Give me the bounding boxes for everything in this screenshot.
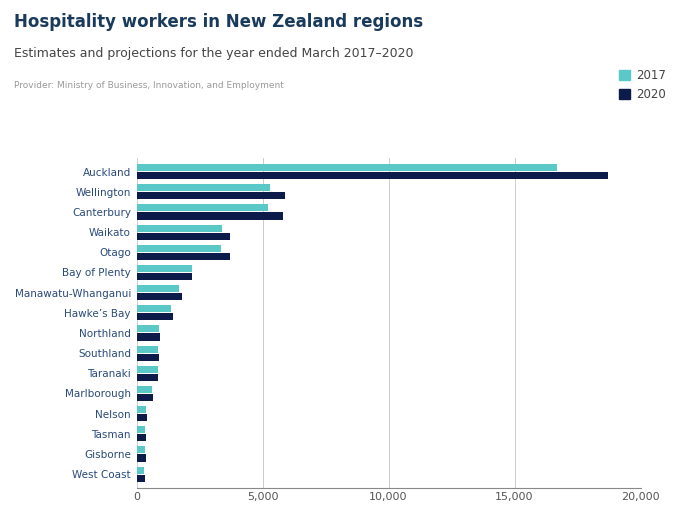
Bar bbox=[136, 455, 146, 461]
Bar bbox=[136, 366, 158, 373]
Bar bbox=[136, 225, 222, 232]
Text: Estimates and projections for the year ended March 2017–2020: Estimates and projections for the year e… bbox=[14, 47, 414, 60]
Bar bbox=[136, 184, 270, 191]
Bar bbox=[136, 305, 171, 312]
Text: Hospitality workers in New Zealand regions: Hospitality workers in New Zealand regio… bbox=[14, 13, 423, 31]
Bar bbox=[136, 354, 159, 361]
Bar bbox=[136, 434, 146, 442]
Bar bbox=[136, 213, 283, 219]
Bar bbox=[136, 293, 182, 300]
Bar bbox=[136, 192, 285, 200]
Bar bbox=[136, 285, 179, 292]
Bar bbox=[136, 204, 267, 212]
Bar bbox=[136, 326, 159, 332]
Bar bbox=[136, 164, 557, 171]
Bar bbox=[136, 265, 192, 272]
Bar bbox=[136, 233, 230, 240]
Bar bbox=[136, 313, 173, 320]
Text: Provider: Ministry of Business, Innovation, and Employment: Provider: Ministry of Business, Innovati… bbox=[14, 81, 284, 90]
Bar bbox=[136, 426, 146, 433]
Bar bbox=[136, 414, 146, 421]
Bar bbox=[136, 273, 192, 280]
Bar bbox=[136, 374, 158, 381]
Text: figure.nz: figure.nz bbox=[595, 16, 668, 30]
Bar bbox=[136, 467, 144, 474]
Bar bbox=[136, 394, 153, 401]
Bar bbox=[136, 446, 145, 454]
Bar bbox=[136, 333, 160, 341]
Bar bbox=[136, 253, 230, 260]
Bar bbox=[136, 475, 145, 482]
Bar bbox=[136, 172, 608, 179]
Bar bbox=[136, 245, 221, 252]
Bar bbox=[136, 386, 152, 393]
Legend: 2017, 2020: 2017, 2020 bbox=[619, 69, 666, 101]
Bar bbox=[136, 345, 158, 353]
Bar bbox=[136, 406, 146, 413]
